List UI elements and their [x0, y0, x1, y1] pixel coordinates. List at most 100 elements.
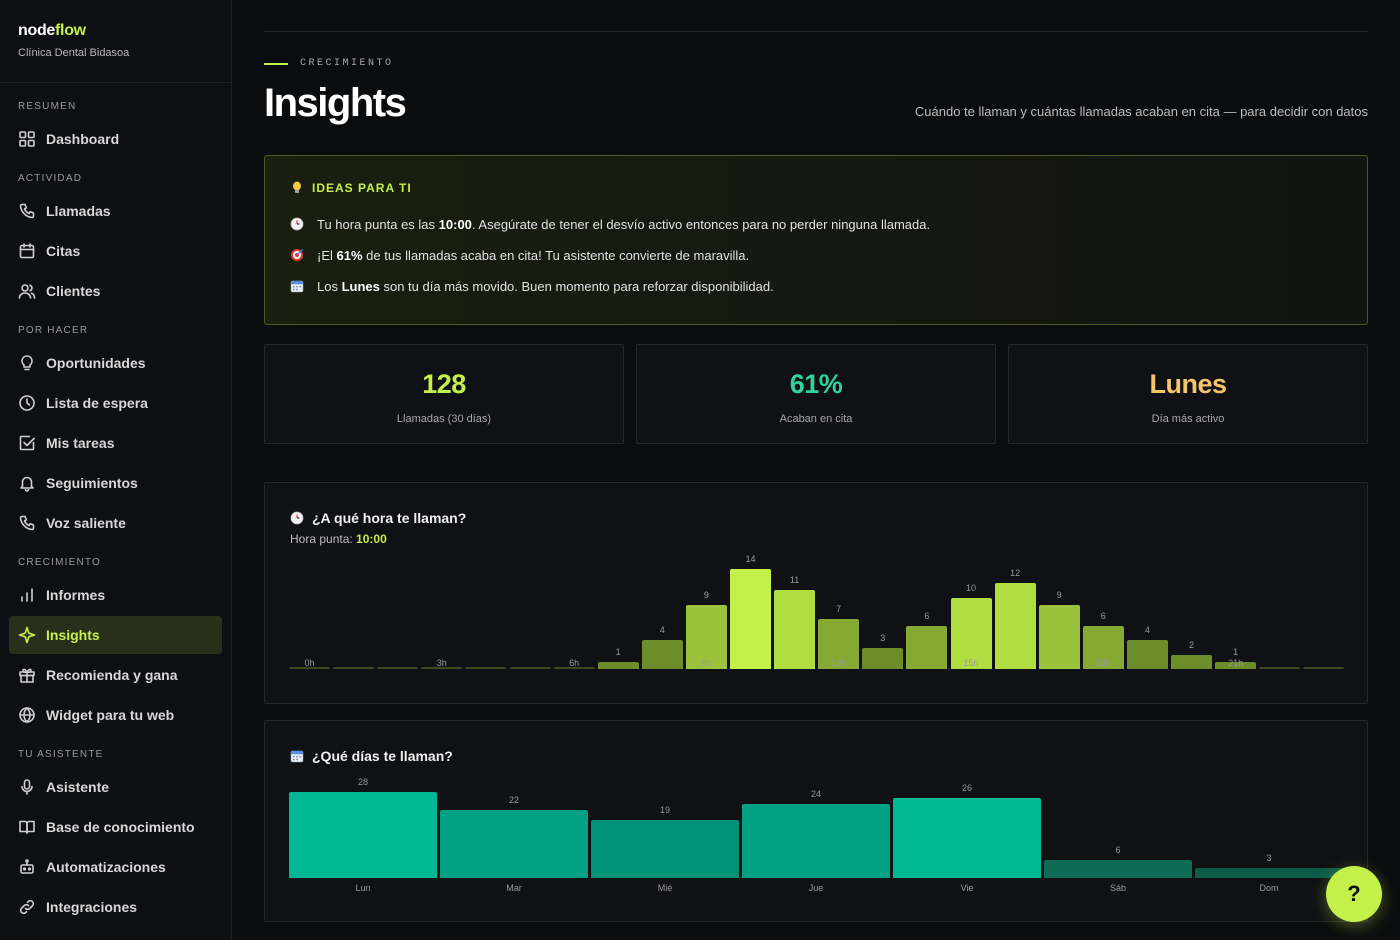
- sidebar-item-integraciones[interactable]: Integraciones: [9, 888, 222, 926]
- sidebar-item-insights[interactable]: Insights: [9, 616, 222, 654]
- hour-bar[interactable]: [1215, 661, 1257, 669]
- sidebar-item-llamadas[interactable]: Llamadas: [9, 192, 222, 230]
- sidebar-item-widget-para-tu-web[interactable]: Widget para tu web: [9, 696, 222, 734]
- nav-section-por-hacer: POR HACER: [18, 325, 89, 336]
- day-bar[interactable]: [742, 804, 890, 878]
- hour-bar[interactable]: [994, 583, 1036, 669]
- day-bar[interactable]: [440, 810, 588, 878]
- sidebar-item-clientes[interactable]: Clientes: [9, 272, 222, 310]
- sidebar-item-asistente[interactable]: Asistente: [9, 768, 222, 806]
- sidebar-item-mis-tareas[interactable]: Mis tareas: [9, 424, 222, 462]
- sidebar-item-label: Integraciones: [46, 899, 138, 915]
- sidebar-item-recomienda-y-gana[interactable]: Recomienda y gana: [9, 656, 222, 694]
- sidebar-item-citas[interactable]: Citas: [9, 232, 222, 270]
- hour-bar[interactable]: [730, 569, 771, 669]
- sidebar-item-automatizaciones[interactable]: Automatizaciones: [9, 848, 222, 886]
- nav-section-actividad: ACTIVIDAD: [18, 173, 83, 184]
- page-title: Insights: [264, 81, 407, 125]
- hour-bar-value: 2: [1188, 639, 1194, 650]
- sidebar-item-label: Automatizaciones: [46, 859, 166, 875]
- day-bar-value: 19: [659, 804, 670, 815]
- sidebar-item-dashboard[interactable]: Dashboard: [9, 120, 222, 158]
- hour-axis-label: 21h: [1228, 658, 1244, 668]
- idea-text-highlight: 61%: [336, 247, 363, 263]
- bar-chart-icon: [18, 586, 36, 604]
- day-bar[interactable]: [289, 792, 437, 878]
- sidebar-item-label: Llamadas: [46, 203, 111, 219]
- hour-bar[interactable]: [377, 667, 419, 669]
- hour-bar-value: 11: [789, 575, 800, 586]
- hour-bar-chart: 1 4 9 14 11 7 3 6 10 12 9 6 4 2 1 0h 3h 6h 9h 12h 15h 18h 21h: [289, 553, 1345, 683]
- checkbox-icon: [18, 434, 36, 452]
- hour-bar[interactable]: [509, 667, 551, 669]
- lightbulb-icon: [18, 354, 36, 372]
- hour-bar[interactable]: [333, 667, 375, 669]
- day-bar[interactable]: [893, 798, 1041, 878]
- hour-bar[interactable]: [1038, 604, 1080, 669]
- idea-text: Tu hora punta es las 10:00. Asegúrate de…: [317, 217, 930, 232]
- lightbulb-icon: [290, 181, 304, 195]
- hour-bar[interactable]: [1126, 640, 1168, 669]
- microphone-icon: [18, 778, 36, 796]
- hour-bar[interactable]: [597, 661, 639, 669]
- day-axis-label: Dom: [1259, 883, 1279, 893]
- title-row: Insights Cuándo te llaman y cuántas llam…: [264, 81, 1368, 125]
- sidebar-item-label: Asistente: [46, 779, 110, 795]
- hour-chart-title: ¿A qué hora te llaman?: [290, 510, 466, 526]
- day-bar[interactable]: [591, 819, 739, 878]
- hour-bar[interactable]: [862, 647, 904, 669]
- sparkle-icon: [18, 626, 36, 644]
- hour-bar[interactable]: [950, 597, 992, 669]
- hour-axis-label: 12h: [831, 658, 847, 668]
- hour-bar[interactable]: [421, 667, 463, 669]
- hour-bar[interactable]: [1303, 667, 1345, 669]
- day-bar[interactable]: [1044, 859, 1192, 878]
- sidebar-item-seguimientos[interactable]: Seguimientos: [9, 464, 222, 502]
- hour-axis-label: 9h: [701, 658, 712, 668]
- sidebar-item-label: Clientes: [46, 283, 101, 299]
- hour-chart-title-text: ¿A qué hora te llaman?: [312, 510, 467, 526]
- day-bar-value: 22: [508, 795, 519, 806]
- sidebar-item-voz-saliente[interactable]: Voz saliente: [9, 504, 222, 542]
- grid-icon: [18, 130, 36, 148]
- sidebar-item-base-de-conocimiento[interactable]: Base de conocimiento: [9, 808, 222, 846]
- hour-bar[interactable]: [1259, 667, 1301, 669]
- day-bar-value: 3: [1266, 853, 1272, 863]
- day-axis-label: Lun: [355, 883, 371, 893]
- book-icon: [18, 818, 36, 836]
- sidebar-item-label: Recomienda y gana: [46, 667, 178, 683]
- hour-bar[interactable]: [906, 626, 948, 669]
- hour-bar[interactable]: [1171, 654, 1212, 669]
- peak-hour: Hora punta: 10:00: [290, 532, 466, 546]
- hour-axis-label: 18h: [1095, 658, 1111, 668]
- sidebar-item-informes[interactable]: Informes: [9, 576, 222, 614]
- sidebar-item-label: Citas: [46, 243, 81, 259]
- brand-logo[interactable]: nodeflow: [18, 22, 213, 40]
- hour-bar[interactable]: [553, 667, 595, 669]
- top-divider: [264, 0, 1368, 32]
- hour-bar[interactable]: [641, 640, 683, 669]
- hour-bar[interactable]: [818, 619, 860, 669]
- sidebar-item-label: Base de conocimiento: [46, 819, 195, 835]
- sidebar-item-lista-de-espera[interactable]: Lista de espera: [9, 384, 222, 422]
- sidebar-item-oportunidades[interactable]: Oportunidades: [9, 344, 222, 382]
- help-button[interactable]: ?: [1326, 866, 1382, 922]
- hour-axis-label: 0h: [304, 658, 315, 668]
- idea-text-post: de tus llamadas acaba en cita! Tu asiste…: [362, 247, 750, 263]
- day-bar[interactable]: [1195, 868, 1343, 878]
- hour-bar[interactable]: [465, 667, 507, 669]
- hour-bar[interactable]: [685, 604, 727, 669]
- hour-bar[interactable]: [289, 667, 330, 669]
- help-button-label: ?: [1347, 881, 1361, 906]
- hour-bar[interactable]: [774, 590, 816, 669]
- hour-bar-value: 10: [965, 582, 976, 593]
- day-chart-title: ¿Qué días te llaman?: [290, 748, 453, 764]
- stat-label: Acaban en cita: [779, 413, 853, 425]
- clock-icon: [18, 394, 36, 412]
- nav-section-crecimiento: CRECIMIENTO: [18, 557, 102, 568]
- target-emoji-icon: [290, 248, 304, 262]
- day-chart-card: ¿Qué días te llaman? 28 Lun 22 Mar 19 Mié 24 Ju…: [264, 720, 1368, 922]
- sidebar-item-label: Mis tareas: [46, 435, 115, 451]
- hour-bar[interactable]: [1082, 626, 1124, 669]
- day-bar-value: 28: [357, 777, 368, 787]
